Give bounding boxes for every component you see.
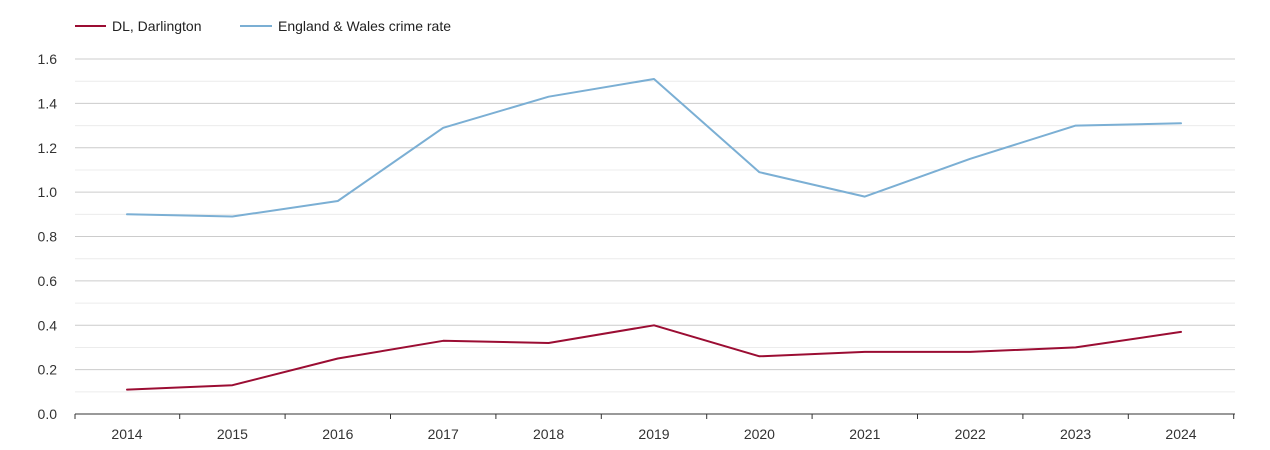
x-tick-label: 2014: [111, 426, 142, 442]
y-axis: 0.0 0.2 0.4 0.6 0.8 1.0 1.2 1.4 1.6: [38, 51, 58, 422]
y-tick-label: 0.2: [38, 362, 58, 378]
gridlines: [75, 58, 1235, 393]
x-tick-label: 2018: [533, 426, 564, 442]
y-tick-label: 1.4: [38, 95, 58, 111]
x-tick-label: 2024: [1165, 426, 1196, 442]
y-tick-label: 0.6: [38, 273, 58, 289]
series-line-darlington: [126, 324, 1182, 391]
series-line-england-wales: [126, 78, 1182, 218]
y-tick-label: 1.0: [38, 184, 58, 200]
x-tick-label: 2015: [217, 426, 248, 442]
x-tick-label: 2019: [638, 426, 669, 442]
x-tick-label: 2021: [849, 426, 880, 442]
legend-label-darlington: DL, Darlington: [112, 18, 202, 34]
series-lines: [126, 78, 1182, 391]
legend-label-england-wales: England & Wales crime rate: [278, 18, 451, 34]
legend: DL, Darlington England & Wales crime rat…: [75, 18, 451, 34]
y-tick-label: 0.4: [38, 317, 58, 333]
x-axis: 2014 2015 2016 2017 2018 2019 2020 2021 2022 2023…: [74, 413, 1235, 442]
y-tick-label: 1.6: [38, 51, 58, 67]
x-tick-label: 2023: [1060, 426, 1091, 442]
x-tick-label: 2016: [322, 426, 353, 442]
x-tick-label: 2020: [744, 426, 775, 442]
y-tick-label: 1.2: [38, 140, 58, 156]
x-tick-label: 2017: [428, 426, 459, 442]
y-tick-label: 0.0: [38, 406, 58, 422]
y-tick-label: 0.8: [38, 229, 58, 245]
x-tick-label: 2022: [955, 426, 986, 442]
